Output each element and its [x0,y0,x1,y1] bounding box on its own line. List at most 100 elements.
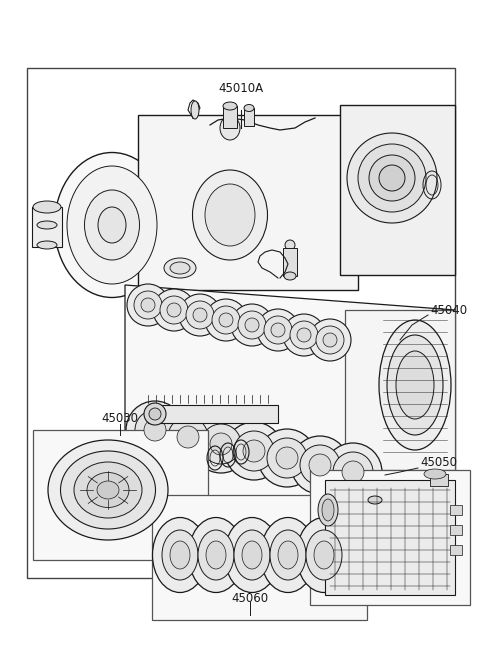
Ellipse shape [127,284,169,326]
Ellipse shape [170,262,190,274]
Ellipse shape [67,166,157,284]
Ellipse shape [290,321,318,349]
Text: 45030: 45030 [101,411,139,424]
Bar [450,505,462,515]
Polygon shape [125,285,455,560]
Ellipse shape [74,462,142,518]
Bar [152,495,367,620]
Ellipse shape [316,326,344,354]
Ellipse shape [238,311,266,339]
Bar [283,248,297,276]
Ellipse shape [170,541,190,569]
Ellipse shape [225,422,283,480]
Ellipse shape [322,499,334,521]
Ellipse shape [220,116,240,140]
Bar [33,430,208,560]
Ellipse shape [60,451,156,529]
Polygon shape [345,310,455,470]
Ellipse shape [153,289,195,331]
Ellipse shape [257,309,299,351]
Ellipse shape [141,298,155,312]
Ellipse shape [167,303,181,317]
Bar [223,106,237,128]
Ellipse shape [219,313,233,327]
Ellipse shape [242,541,262,569]
Ellipse shape [48,440,168,540]
Ellipse shape [33,201,61,213]
Ellipse shape [37,241,57,249]
Ellipse shape [387,335,443,435]
Ellipse shape [177,426,199,448]
Ellipse shape [258,429,316,487]
Ellipse shape [267,438,307,478]
Ellipse shape [193,308,207,322]
Ellipse shape [98,207,126,243]
Ellipse shape [318,494,338,526]
Ellipse shape [84,190,140,260]
Ellipse shape [168,417,208,457]
Bar [450,545,462,555]
Ellipse shape [210,433,232,455]
Ellipse shape [245,318,259,332]
Ellipse shape [198,530,234,580]
Bar [27,68,455,578]
Ellipse shape [153,517,207,593]
Bar [138,115,358,290]
Bar [310,470,470,605]
Bar [148,405,278,423]
Ellipse shape [278,541,298,569]
Text: 45010A: 45010A [218,81,264,94]
Ellipse shape [126,401,184,459]
Ellipse shape [225,517,279,593]
Ellipse shape [358,144,426,212]
Ellipse shape [244,105,254,111]
Ellipse shape [297,517,351,593]
Ellipse shape [379,165,405,191]
Ellipse shape [189,517,243,593]
Ellipse shape [342,461,364,483]
Ellipse shape [264,316,292,344]
Ellipse shape [309,454,331,476]
Ellipse shape [164,258,196,278]
Text: 45060: 45060 [231,591,269,605]
Ellipse shape [285,240,295,250]
Ellipse shape [324,443,382,501]
Ellipse shape [144,403,166,425]
Ellipse shape [300,445,340,485]
Text: 45040: 45040 [430,303,467,316]
Bar [340,105,455,275]
Bar [244,108,254,126]
Ellipse shape [314,541,334,569]
Ellipse shape [223,102,237,110]
Ellipse shape [55,153,169,297]
Ellipse shape [149,408,161,420]
Ellipse shape [368,496,382,504]
Ellipse shape [206,541,226,569]
Ellipse shape [379,320,451,450]
Ellipse shape [424,469,446,479]
Ellipse shape [306,530,342,580]
Ellipse shape [162,530,198,580]
Ellipse shape [284,272,296,280]
Ellipse shape [234,431,274,471]
Ellipse shape [135,410,175,450]
Ellipse shape [192,415,250,473]
Ellipse shape [205,184,255,246]
Ellipse shape [369,155,415,201]
Ellipse shape [276,447,298,469]
Ellipse shape [205,299,247,341]
Ellipse shape [297,328,311,342]
Ellipse shape [87,472,129,508]
Ellipse shape [160,296,188,324]
Ellipse shape [186,301,214,329]
Bar [450,525,462,535]
Ellipse shape [270,530,306,580]
Ellipse shape [179,294,221,336]
Ellipse shape [309,319,351,361]
Bar [430,474,448,486]
Bar [32,207,62,247]
Ellipse shape [283,314,325,356]
Ellipse shape [144,419,166,441]
Ellipse shape [191,101,199,119]
Ellipse shape [159,408,217,466]
